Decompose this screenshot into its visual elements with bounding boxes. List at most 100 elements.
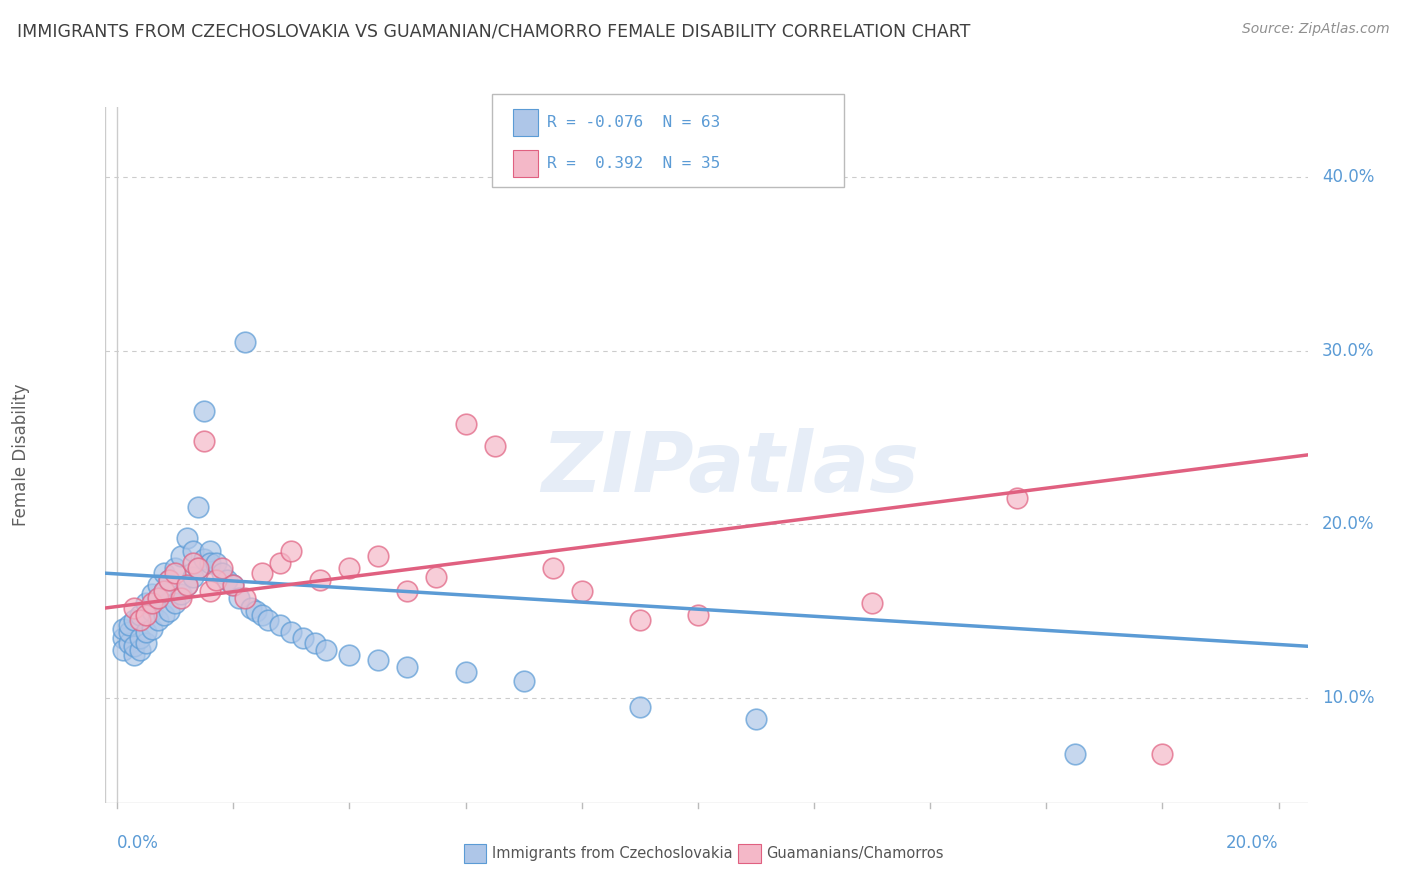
Point	[211, 561, 233, 575]
Point	[146, 591, 169, 605]
Point	[454, 417, 477, 431]
Point	[245, 605, 267, 619]
Text: 30.0%: 30.0%	[1322, 342, 1375, 359]
Point	[198, 583, 221, 598]
Point	[1152, 747, 1174, 761]
Point	[152, 607, 174, 622]
Point	[233, 334, 256, 349]
Point	[187, 561, 209, 575]
Point	[157, 573, 180, 587]
Point	[217, 573, 239, 587]
Point	[204, 573, 226, 587]
Point	[628, 700, 651, 714]
Point	[124, 613, 146, 627]
Text: Guamanians/Chamorros: Guamanians/Chamorros	[766, 847, 943, 861]
Point	[135, 607, 157, 622]
Point	[187, 500, 209, 514]
Point	[176, 532, 198, 546]
Point	[1005, 491, 1028, 506]
Point	[152, 583, 174, 598]
Point	[628, 613, 651, 627]
Point	[484, 439, 506, 453]
Point	[170, 591, 193, 605]
Point	[1064, 747, 1087, 761]
Point	[304, 636, 326, 650]
Point	[198, 543, 221, 558]
Point	[141, 587, 163, 601]
Point	[111, 631, 134, 645]
Point	[204, 556, 226, 570]
Point	[222, 578, 245, 592]
Point	[141, 596, 163, 610]
Text: 10.0%: 10.0%	[1322, 690, 1375, 707]
Point	[118, 625, 141, 640]
Text: Source: ZipAtlas.com: Source: ZipAtlas.com	[1241, 22, 1389, 37]
Point	[193, 404, 215, 418]
Point	[165, 596, 187, 610]
Point	[233, 591, 256, 605]
Point	[152, 583, 174, 598]
Point	[193, 552, 215, 566]
Point	[454, 665, 477, 680]
Text: Immigrants from Czechoslovakia: Immigrants from Czechoslovakia	[492, 847, 733, 861]
Point	[396, 660, 419, 674]
Point	[181, 556, 204, 570]
Point	[141, 622, 163, 636]
Point	[396, 583, 419, 598]
Point	[280, 625, 302, 640]
Point	[425, 570, 447, 584]
Point	[152, 566, 174, 581]
Point	[135, 625, 157, 640]
Text: 20.0%: 20.0%	[1226, 834, 1278, 852]
Point	[512, 674, 534, 689]
Point	[686, 607, 709, 622]
Point	[291, 631, 314, 645]
Text: 20.0%: 20.0%	[1322, 516, 1375, 533]
Point	[170, 549, 193, 563]
Point	[129, 631, 152, 645]
Point	[124, 639, 146, 653]
Text: Female Disability: Female Disability	[13, 384, 31, 526]
Point	[111, 642, 134, 657]
Point	[118, 636, 141, 650]
Point	[165, 561, 187, 575]
Text: 40.0%: 40.0%	[1322, 168, 1375, 186]
Point	[309, 573, 332, 587]
Point	[165, 566, 187, 581]
Point	[252, 607, 274, 622]
Point	[252, 566, 274, 581]
Point	[135, 596, 157, 610]
Point	[124, 648, 146, 662]
Point	[146, 613, 169, 627]
Point	[157, 605, 180, 619]
Point	[146, 578, 169, 592]
Point	[228, 591, 250, 605]
Point	[187, 561, 209, 575]
Text: 0.0%: 0.0%	[117, 834, 159, 852]
Point	[257, 613, 280, 627]
Point	[170, 587, 193, 601]
Point	[860, 596, 883, 610]
Point	[157, 573, 180, 587]
Point	[367, 653, 389, 667]
Point	[176, 578, 198, 592]
Point	[124, 601, 146, 615]
Point	[129, 642, 152, 657]
Text: ZIPatlas: ZIPatlas	[541, 428, 920, 509]
Point	[269, 556, 291, 570]
Point	[269, 618, 291, 632]
Point	[211, 566, 233, 581]
Point	[571, 583, 593, 598]
Point	[111, 622, 134, 636]
Text: R =  0.392  N = 35: R = 0.392 N = 35	[547, 156, 720, 170]
Point	[146, 591, 169, 605]
Point	[118, 618, 141, 632]
Text: IMMIGRANTS FROM CZECHOSLOVAKIA VS GUAMANIAN/CHAMORRO FEMALE DISABILITY CORRELATI: IMMIGRANTS FROM CZECHOSLOVAKIA VS GUAMAN…	[17, 22, 970, 40]
Point	[367, 549, 389, 563]
Point	[181, 543, 204, 558]
Text: R = -0.076  N = 63: R = -0.076 N = 63	[547, 115, 720, 130]
Point	[181, 570, 204, 584]
Point	[129, 613, 152, 627]
Point	[141, 605, 163, 619]
Point	[745, 712, 768, 726]
